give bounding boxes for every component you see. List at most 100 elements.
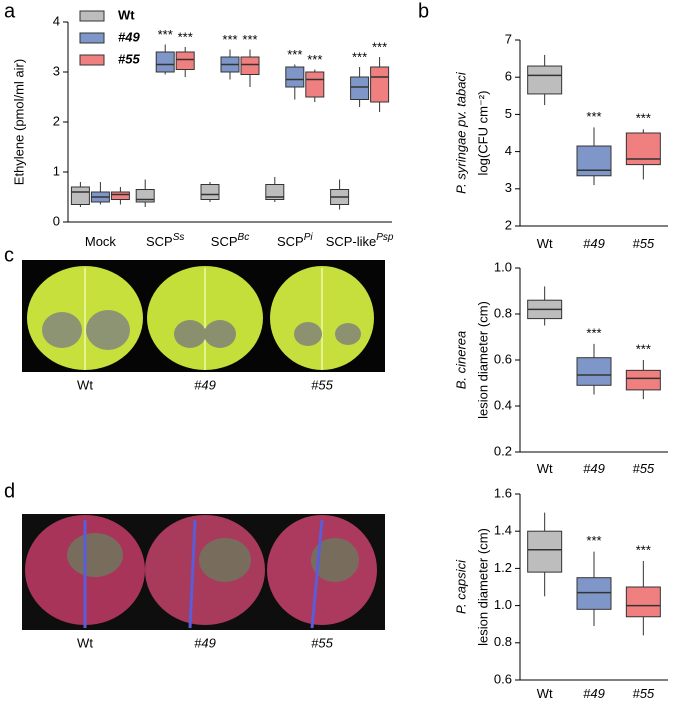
category-superscript: Psp	[376, 232, 394, 243]
significance-label: ***	[287, 47, 302, 62]
category-name: SCP-like	[326, 234, 377, 249]
y-tick-label: 4	[53, 13, 60, 28]
y-tick-label: 1.2	[494, 560, 512, 575]
significance-label: ***	[158, 27, 173, 42]
legend-swatch	[79, 54, 105, 66]
category-name: #55	[632, 461, 654, 476]
box	[70, 186, 90, 205]
y-tick-label: 2	[53, 113, 60, 128]
box	[240, 56, 260, 75]
x-tick-label: SCP-likePsp	[326, 232, 394, 250]
y-axis-label: Ethylene (pmol/ml air)	[11, 59, 26, 185]
legend-swatch	[79, 10, 105, 22]
significance-label: ***	[636, 111, 651, 126]
y-tick-label: 3	[53, 63, 60, 78]
y-tick-label: 1.6	[494, 485, 512, 500]
box	[305, 71, 325, 98]
photo-label: #49	[194, 635, 216, 650]
box	[527, 65, 563, 95]
box	[370, 66, 390, 103]
y-tick-label: 0.2	[494, 443, 512, 458]
y-tick-label: 7	[505, 31, 512, 46]
box	[576, 577, 612, 610]
significance-label: ***	[307, 52, 322, 67]
photo-label: Wt	[77, 377, 93, 392]
y-tick-label: 1.0	[494, 597, 512, 612]
y-tick-label: 3	[505, 180, 512, 195]
box	[110, 191, 130, 200]
category-name: #55	[632, 236, 654, 251]
significance-label: ***	[222, 32, 237, 47]
box	[527, 530, 563, 573]
x-tick-label: Wt	[537, 461, 553, 476]
legend-label: Wt	[118, 7, 135, 22]
significance-label: ***	[586, 533, 601, 548]
y-axis-label: B. cinerea	[453, 331, 468, 390]
y-tick-label: 0	[53, 213, 60, 228]
category-name: SCP	[146, 234, 173, 249]
category-name: Wt	[537, 236, 553, 251]
x-tick-label: #49	[583, 686, 605, 701]
x-tick-label: #55	[632, 686, 654, 701]
photo-c	[22, 260, 385, 372]
x-tick-label: SCPPi	[277, 232, 313, 250]
y-tick-label: 0.4	[494, 397, 512, 412]
y-tick-label: 4	[505, 143, 512, 158]
category-name: #49	[583, 236, 605, 251]
box	[175, 51, 195, 70]
legend-label: #49	[118, 29, 140, 44]
y-tick-label: 1.0	[494, 259, 512, 274]
legend-swatch	[79, 32, 105, 44]
x-tick-label: #55	[632, 236, 654, 251]
significance-label: ***	[242, 32, 257, 47]
y-tick-label: 0.6	[494, 671, 512, 686]
x-tick-label: SCPSs	[146, 232, 184, 250]
y-axis-label: log(CFU cm⁻²)	[475, 91, 490, 176]
category-name: #49	[583, 461, 605, 476]
y-tick-label: 2	[505, 217, 512, 232]
box	[625, 132, 661, 166]
y-tick-label: 0.8	[494, 305, 512, 320]
box	[155, 51, 175, 73]
significance-label: ***	[178, 29, 193, 44]
significance-label: ***	[636, 542, 651, 557]
y-tick-label: 1	[53, 163, 60, 178]
y-tick-label: 1.4	[494, 523, 512, 538]
photo-label: #49	[194, 377, 216, 392]
panel-label: b	[418, 0, 429, 22]
category-name: #55	[632, 686, 654, 701]
x-tick-label: SCPBc	[211, 232, 249, 250]
y-tick-label: 0.6	[494, 351, 512, 366]
y-axis-label: lesion diameter (cm)	[475, 528, 490, 646]
box	[625, 586, 661, 618]
box	[625, 369, 661, 391]
significance-label: ***	[586, 109, 601, 124]
y-axis-label: P. capsici	[453, 559, 468, 614]
category-name: Mock	[85, 234, 117, 249]
photo-label: #55	[311, 377, 333, 392]
y-axis-label: P. syringae pv. tabaci	[453, 71, 468, 194]
significance-label: ***	[352, 49, 367, 64]
significance-label: ***	[636, 341, 651, 356]
x-tick-label: #49	[583, 236, 605, 251]
category-superscript: Bc	[238, 232, 250, 243]
y-tick-label: 5	[505, 106, 512, 121]
category-name: Wt	[537, 461, 553, 476]
box	[265, 184, 285, 200]
x-tick-label: Wt	[537, 686, 553, 701]
x-tick-label: #49	[583, 461, 605, 476]
photo-label: Wt	[77, 635, 93, 650]
panel-label: d	[4, 480, 15, 502]
category-name: Wt	[537, 686, 553, 701]
legend-label: #55	[118, 51, 140, 66]
x-tick-label: Wt	[537, 236, 553, 251]
y-axis-label: lesion diameter (cm)	[475, 301, 490, 419]
y-tick-label: 0.8	[494, 634, 512, 649]
box	[285, 66, 305, 88]
box	[350, 76, 370, 100]
x-tick-label: #55	[632, 461, 654, 476]
significance-label: ***	[372, 39, 387, 54]
category-name: SCP	[277, 234, 304, 249]
panel-label: a	[4, 0, 16, 22]
